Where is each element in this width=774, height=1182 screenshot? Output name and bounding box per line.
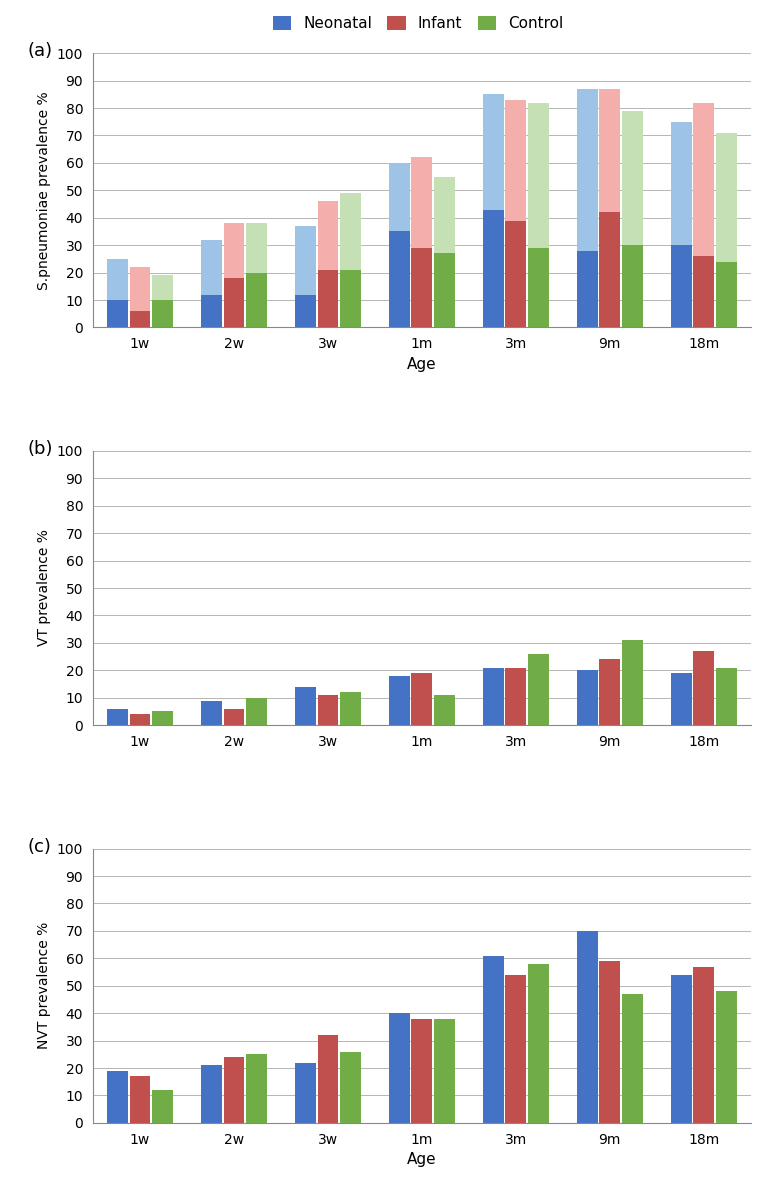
Bar (716, 992, 737, 1123)
Y-axis label: NVT prevalence %: NVT prevalence % (37, 922, 51, 1050)
Bar (129, 1077, 150, 1123)
Bar (224, 1057, 245, 1123)
Bar (599, 660, 620, 726)
Bar (671, 673, 691, 726)
Bar (694, 103, 714, 327)
Bar (528, 103, 549, 327)
X-axis label: Age: Age (407, 1152, 437, 1167)
Bar (599, 89, 620, 327)
Bar (412, 157, 432, 327)
Bar (129, 714, 150, 726)
Bar (107, 300, 128, 327)
Bar (152, 712, 173, 726)
Bar (694, 256, 714, 327)
Bar (412, 1019, 432, 1123)
Bar (599, 213, 620, 327)
Bar (505, 99, 526, 327)
Bar (152, 300, 173, 327)
Bar (152, 275, 173, 327)
Bar (483, 955, 504, 1123)
Bar (389, 1013, 409, 1123)
Text: (c): (c) (27, 838, 51, 856)
Bar (434, 253, 455, 327)
Text: (a): (a) (27, 43, 52, 60)
Bar (622, 111, 642, 327)
Bar (412, 248, 432, 327)
Bar (483, 95, 504, 327)
Bar (528, 654, 549, 726)
Bar (295, 1063, 316, 1123)
Bar (129, 311, 150, 327)
Bar (505, 668, 526, 726)
Bar (201, 294, 221, 327)
Bar (716, 668, 737, 726)
Bar (317, 201, 338, 327)
Bar (483, 668, 504, 726)
Bar (671, 122, 691, 327)
Bar (622, 641, 642, 726)
Bar (412, 673, 432, 726)
Bar (389, 163, 409, 327)
Bar (295, 687, 316, 726)
Bar (246, 223, 267, 327)
Bar (577, 670, 598, 726)
Bar (317, 695, 338, 726)
Bar (577, 89, 598, 327)
Bar (246, 273, 267, 327)
Bar (201, 240, 221, 327)
Bar (622, 994, 642, 1123)
Bar (505, 975, 526, 1123)
Bar (389, 676, 409, 726)
Bar (295, 226, 316, 327)
Bar (671, 975, 691, 1123)
Bar (389, 232, 409, 327)
Bar (505, 221, 526, 327)
Bar (340, 1052, 361, 1123)
Bar (716, 261, 737, 327)
Bar (340, 693, 361, 726)
Bar (483, 209, 504, 327)
Bar (577, 931, 598, 1123)
Bar (224, 223, 245, 327)
Bar (671, 245, 691, 327)
Bar (577, 251, 598, 327)
Bar (246, 1054, 267, 1123)
Bar (201, 1065, 221, 1123)
Y-axis label: S.pneumoniae prevalence %: S.pneumoniae prevalence % (37, 91, 51, 290)
Bar (694, 651, 714, 726)
Bar (224, 709, 245, 726)
Bar (224, 278, 245, 327)
Bar (622, 245, 642, 327)
Bar (716, 132, 737, 327)
Bar (152, 1090, 173, 1123)
Bar (201, 701, 221, 726)
Bar (340, 269, 361, 327)
Bar (528, 963, 549, 1123)
Bar (107, 709, 128, 726)
Bar (434, 176, 455, 327)
Legend: Neonatal, Infant, Control: Neonatal, Infant, Control (266, 9, 570, 38)
X-axis label: Age: Age (407, 357, 437, 372)
Text: (b): (b) (27, 440, 53, 457)
Bar (434, 695, 455, 726)
Bar (295, 294, 316, 327)
Y-axis label: VT prevalence %: VT prevalence % (37, 530, 51, 647)
Bar (599, 961, 620, 1123)
Bar (129, 267, 150, 327)
Bar (107, 1071, 128, 1123)
Bar (107, 259, 128, 327)
Bar (246, 697, 267, 726)
Bar (317, 1035, 338, 1123)
Bar (434, 1019, 455, 1123)
Bar (694, 967, 714, 1123)
Bar (340, 193, 361, 327)
Bar (317, 269, 338, 327)
Bar (528, 248, 549, 327)
